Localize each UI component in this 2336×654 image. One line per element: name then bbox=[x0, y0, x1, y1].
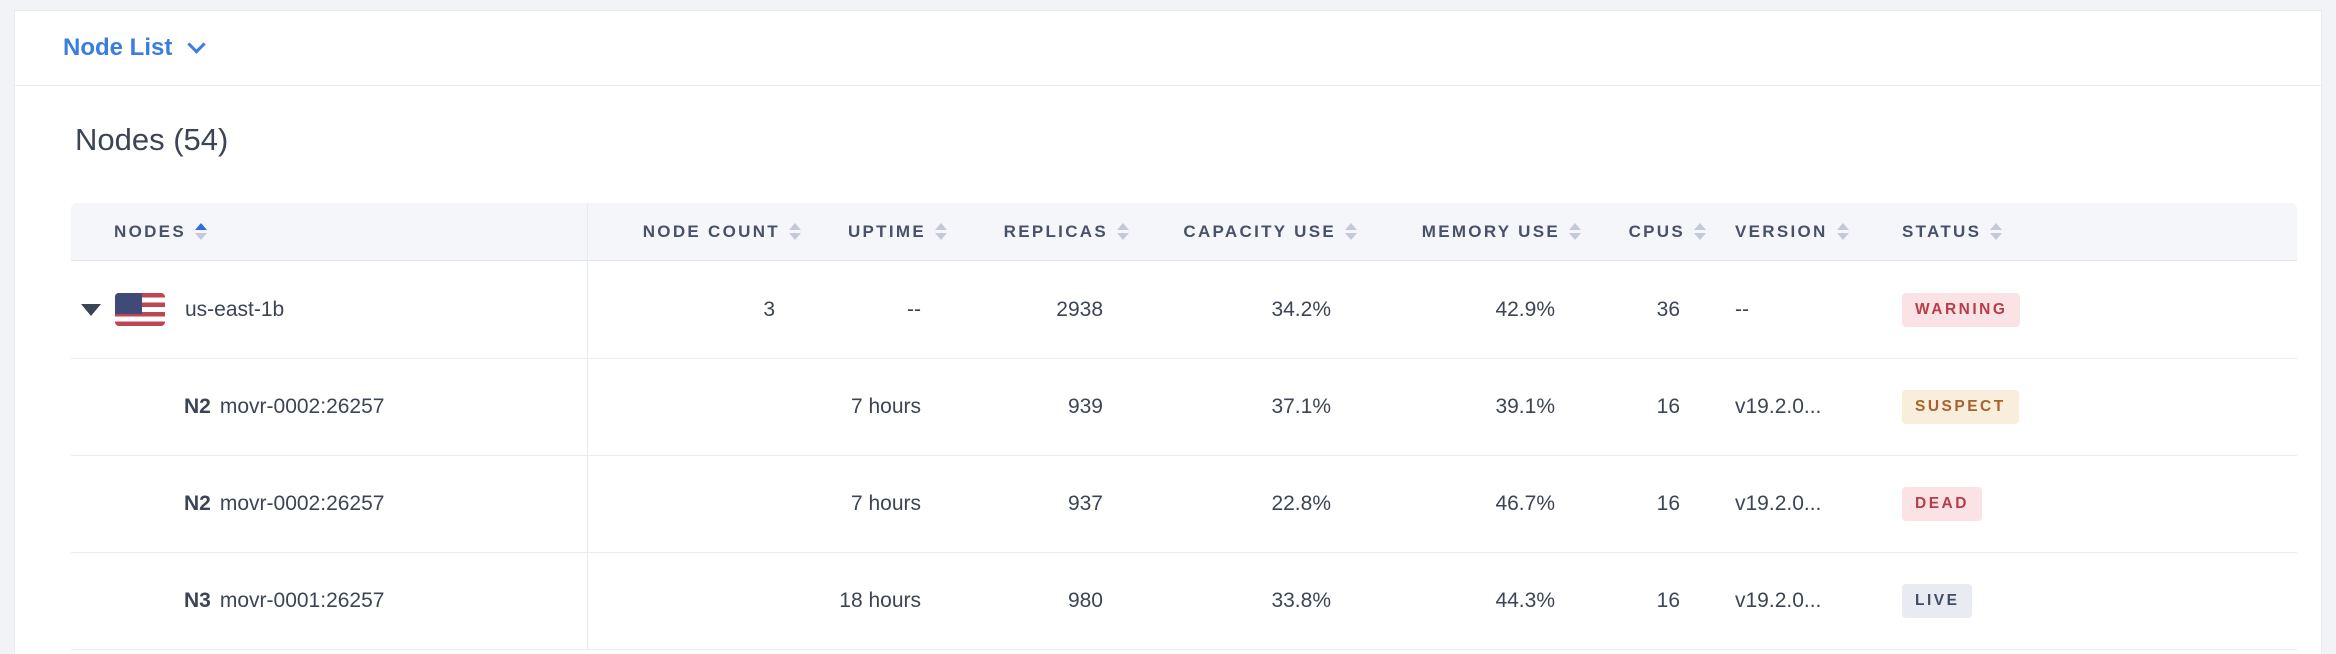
status-badge: LIVE bbox=[1902, 584, 1973, 618]
uptime-cell: 7 hours bbox=[801, 359, 947, 456]
uptime-cell: -- bbox=[801, 261, 947, 359]
replicas-cell: 939 bbox=[947, 359, 1129, 456]
column-label: CAPACITY USE bbox=[1183, 221, 1336, 241]
column-label: STATUS bbox=[1902, 221, 1982, 241]
us-flag-icon bbox=[115, 293, 165, 326]
node-count-cell bbox=[588, 456, 801, 553]
sort-icon[interactable] bbox=[1345, 223, 1357, 240]
cpus-cell: 16 bbox=[1581, 553, 1706, 650]
column-label: MEMORY USE bbox=[1421, 221, 1560, 241]
uptime-cell: 7 hours bbox=[801, 456, 947, 553]
column-header-status[interactable]: STATUS bbox=[1891, 203, 2297, 261]
column-label: REPLICAS bbox=[1003, 221, 1108, 241]
sort-icon[interactable] bbox=[935, 223, 947, 240]
capacity-use-cell: 33.8% bbox=[1129, 553, 1357, 650]
uptime-cell: 18 hours bbox=[801, 553, 947, 650]
view-switcher-bar: Node List bbox=[15, 11, 2321, 86]
cpus-cell: 36 bbox=[1581, 261, 1706, 359]
view-switcher-button[interactable]: Node List bbox=[63, 34, 207, 62]
column-label: CPUS bbox=[1628, 221, 1685, 241]
node-row: N3 movr-0001:26257 18 hours 980 33.8% 44.… bbox=[71, 553, 2297, 650]
column-label: NODES bbox=[114, 221, 186, 241]
version-cell: v19.2.0... bbox=[1706, 456, 1891, 553]
memory-use-cell: 42.9% bbox=[1357, 261, 1581, 359]
node-row: N2 movr-0002:26257 7 hours 937 22.8% 46.7… bbox=[71, 456, 2297, 553]
status-badge: SUSPECT bbox=[1902, 390, 2019, 424]
node-count-cell: 3 bbox=[588, 261, 801, 359]
node-id: N3 bbox=[184, 589, 211, 612]
version-cell: -- bbox=[1706, 261, 1891, 359]
table-header-row: NODES NODE COUNT UPTIME bbox=[71, 203, 2297, 261]
nodes-table: NODES NODE COUNT UPTIME bbox=[71, 203, 2297, 650]
node-count-cell bbox=[588, 553, 801, 650]
sort-icon[interactable] bbox=[1990, 223, 2003, 240]
column-label: UPTIME bbox=[847, 221, 926, 241]
capacity-use-cell: 34.2% bbox=[1129, 261, 1357, 359]
column-header-capacity-use[interactable]: CAPACITY USE bbox=[1129, 203, 1357, 261]
version-cell: v19.2.0... bbox=[1706, 359, 1891, 456]
cpus-cell: 16 bbox=[1581, 456, 1706, 553]
column-label: NODE COUNT bbox=[642, 221, 780, 241]
sort-icon[interactable] bbox=[789, 223, 801, 240]
node-row: N2 movr-0002:26257 7 hours 939 37.1% 39.1… bbox=[71, 359, 2297, 456]
sort-icon[interactable] bbox=[1117, 223, 1129, 240]
column-header-version[interactable]: VERSION bbox=[1706, 203, 1891, 261]
version-cell: v19.2.0... bbox=[1706, 553, 1891, 650]
memory-use-cell: 39.1% bbox=[1357, 359, 1581, 456]
node-id: N2 bbox=[184, 492, 211, 515]
replicas-cell: 2938 bbox=[947, 261, 1129, 359]
cpus-cell: 16 bbox=[1581, 359, 1706, 456]
column-header-node-count[interactable]: NODE COUNT bbox=[588, 203, 801, 261]
node-address: movr-0002:26257 bbox=[219, 395, 385, 418]
column-header-replicas[interactable]: REPLICAS bbox=[947, 203, 1129, 261]
region-name: us-east-1b bbox=[185, 297, 285, 321]
node-address: movr-0002:26257 bbox=[219, 492, 385, 515]
node-count-cell bbox=[588, 359, 801, 456]
collapse-region-icon[interactable] bbox=[81, 303, 101, 316]
view-switcher-label: Node List bbox=[63, 34, 173, 61]
node-list-card: Node List Nodes (54) NODES bbox=[14, 10, 2322, 654]
sort-icon[interactable] bbox=[1836, 223, 1849, 240]
status-badge: DEAD bbox=[1902, 487, 1982, 521]
node-id: N2 bbox=[184, 395, 211, 418]
column-label: VERSION bbox=[1735, 221, 1828, 241]
capacity-use-cell: 37.1% bbox=[1129, 359, 1357, 456]
capacity-use-cell: 22.8% bbox=[1129, 456, 1357, 553]
replicas-cell: 980 bbox=[947, 553, 1129, 650]
replicas-cell: 937 bbox=[947, 456, 1129, 553]
memory-use-cell: 46.7% bbox=[1357, 456, 1581, 553]
column-header-memory-use[interactable]: MEMORY USE bbox=[1357, 203, 1581, 261]
sort-icon[interactable] bbox=[1694, 223, 1706, 240]
region-row: us-east-1b 3 -- 2938 34.2% 42.9% 36 -- W… bbox=[71, 261, 2297, 359]
nodes-content: Nodes (54) NODES NODE COUNT bbox=[15, 86, 2321, 650]
page-title: Nodes (54) bbox=[75, 122, 229, 157]
memory-use-cell: 44.3% bbox=[1357, 553, 1581, 650]
sort-icon[interactable] bbox=[1569, 223, 1581, 240]
column-header-nodes[interactable]: NODES bbox=[71, 203, 588, 261]
column-header-uptime[interactable]: UPTIME bbox=[801, 203, 947, 261]
column-header-cpus[interactable]: CPUS bbox=[1581, 203, 1706, 261]
node-address: movr-0001:26257 bbox=[219, 589, 385, 612]
status-badge: WARNING bbox=[1902, 292, 2021, 327]
sort-icon[interactable] bbox=[194, 223, 207, 240]
chevron-down-icon bbox=[187, 35, 207, 54]
